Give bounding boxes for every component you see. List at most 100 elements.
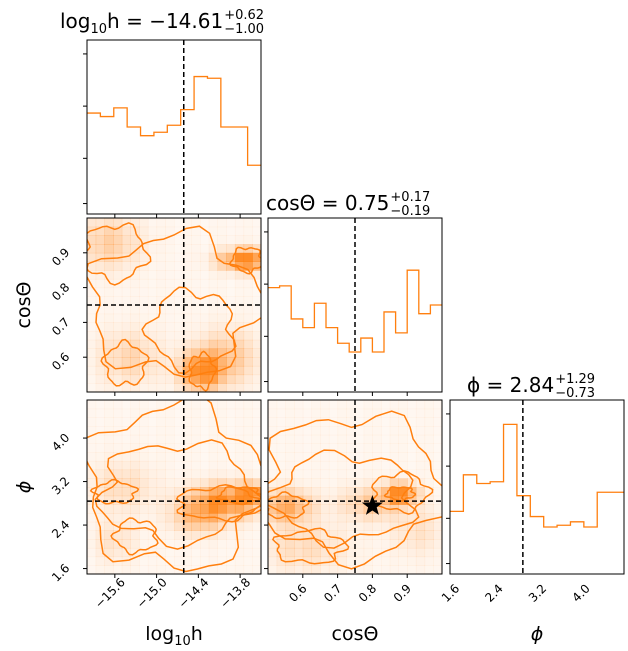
density-cell bbox=[87, 469, 97, 479]
scatter-panel-costheta-phi bbox=[264, 399, 443, 578]
density-cell bbox=[191, 434, 201, 444]
density-cell bbox=[121, 400, 131, 410]
density-cell bbox=[208, 469, 218, 479]
density-cell bbox=[363, 513, 373, 523]
density-cell bbox=[208, 296, 218, 306]
density-cell bbox=[156, 296, 166, 306]
density-cell bbox=[139, 426, 149, 436]
density-cell bbox=[217, 383, 227, 392]
density-cell bbox=[276, 400, 286, 410]
density-cell bbox=[372, 565, 382, 574]
density-cell bbox=[156, 513, 166, 523]
density-cell bbox=[398, 434, 408, 444]
density-cell bbox=[415, 495, 426, 505]
density-cell bbox=[113, 513, 123, 523]
density-cell bbox=[174, 235, 184, 245]
density-cell bbox=[191, 383, 201, 392]
density-cell bbox=[139, 278, 149, 289]
density-cell bbox=[113, 565, 123, 574]
density-cell bbox=[217, 504, 227, 514]
density-cell bbox=[87, 530, 97, 540]
density-cell bbox=[87, 305, 97, 315]
density-cell bbox=[104, 261, 114, 271]
density-cell bbox=[95, 339, 105, 349]
density-cell bbox=[95, 513, 105, 523]
density-cell bbox=[424, 460, 434, 471]
title-plus-logh: +0.62 bbox=[224, 8, 264, 23]
density-cell bbox=[174, 487, 184, 497]
density-cell bbox=[95, 313, 105, 323]
contour-line bbox=[87, 225, 261, 378]
density-cell bbox=[372, 452, 382, 462]
density-cell bbox=[130, 452, 140, 462]
hist-panel-logh bbox=[83, 39, 262, 218]
density-cell bbox=[147, 270, 158, 280]
density-cell bbox=[328, 469, 339, 479]
density-cell bbox=[182, 252, 192, 262]
density-cell bbox=[433, 400, 442, 410]
density-cell bbox=[328, 460, 339, 471]
density-cell bbox=[104, 287, 114, 297]
density-cell bbox=[398, 521, 408, 531]
density-cell bbox=[208, 460, 218, 471]
density-cell bbox=[200, 226, 210, 236]
density-cell bbox=[243, 383, 253, 392]
density-cell bbox=[294, 513, 304, 523]
density-cell bbox=[328, 513, 339, 523]
density-cell bbox=[337, 504, 347, 514]
density-cell bbox=[328, 530, 339, 540]
density-cell bbox=[217, 513, 227, 523]
density-cell bbox=[200, 547, 210, 558]
density-cell bbox=[217, 400, 227, 410]
density-cell bbox=[174, 443, 184, 453]
density-cell bbox=[95, 547, 105, 558]
density-cell bbox=[174, 426, 184, 436]
density-cell bbox=[191, 296, 201, 306]
density-cell bbox=[433, 547, 442, 558]
density-cell bbox=[113, 400, 123, 410]
density-cell bbox=[381, 539, 391, 549]
density-cell bbox=[302, 487, 312, 497]
density-cell bbox=[226, 521, 236, 531]
title-text-phi: ϕ = 2.84 bbox=[467, 373, 554, 397]
density-cell bbox=[328, 478, 339, 488]
density-cell bbox=[407, 408, 417, 418]
density-cell bbox=[311, 408, 321, 418]
density-cell bbox=[208, 322, 218, 332]
density-cell bbox=[226, 460, 236, 471]
density-cell bbox=[130, 460, 140, 471]
density-cell bbox=[389, 530, 399, 540]
density-cell bbox=[208, 374, 218, 384]
density-cell bbox=[104, 513, 114, 523]
density-cell bbox=[415, 460, 426, 471]
density-cell bbox=[95, 478, 105, 488]
density-cell bbox=[268, 556, 278, 566]
density-cell bbox=[191, 417, 201, 427]
density-cell bbox=[252, 305, 261, 315]
density-cell bbox=[398, 539, 408, 549]
density-cell bbox=[398, 443, 408, 453]
density-cell bbox=[121, 313, 131, 323]
density-cell bbox=[104, 270, 114, 280]
ytick-label-phi: 4.0 bbox=[49, 431, 72, 454]
density-cell bbox=[337, 469, 347, 479]
density-cell bbox=[346, 469, 356, 479]
density-cell bbox=[121, 305, 131, 315]
density-cell bbox=[182, 426, 192, 436]
density-cell bbox=[104, 408, 114, 418]
density-cell bbox=[113, 417, 123, 427]
density-cell bbox=[104, 383, 114, 392]
density-cell bbox=[407, 530, 417, 540]
density-cell bbox=[191, 539, 201, 549]
density-cell bbox=[389, 495, 399, 505]
density-cell bbox=[113, 218, 123, 228]
density-cell bbox=[226, 452, 236, 462]
density-cell bbox=[130, 339, 140, 349]
density-cell bbox=[174, 539, 184, 549]
density-cell bbox=[243, 504, 253, 514]
density-cell bbox=[191, 278, 201, 289]
density-cell bbox=[294, 565, 304, 574]
density-cell bbox=[95, 443, 105, 453]
density-cell bbox=[276, 539, 286, 549]
density-cell bbox=[252, 226, 261, 236]
